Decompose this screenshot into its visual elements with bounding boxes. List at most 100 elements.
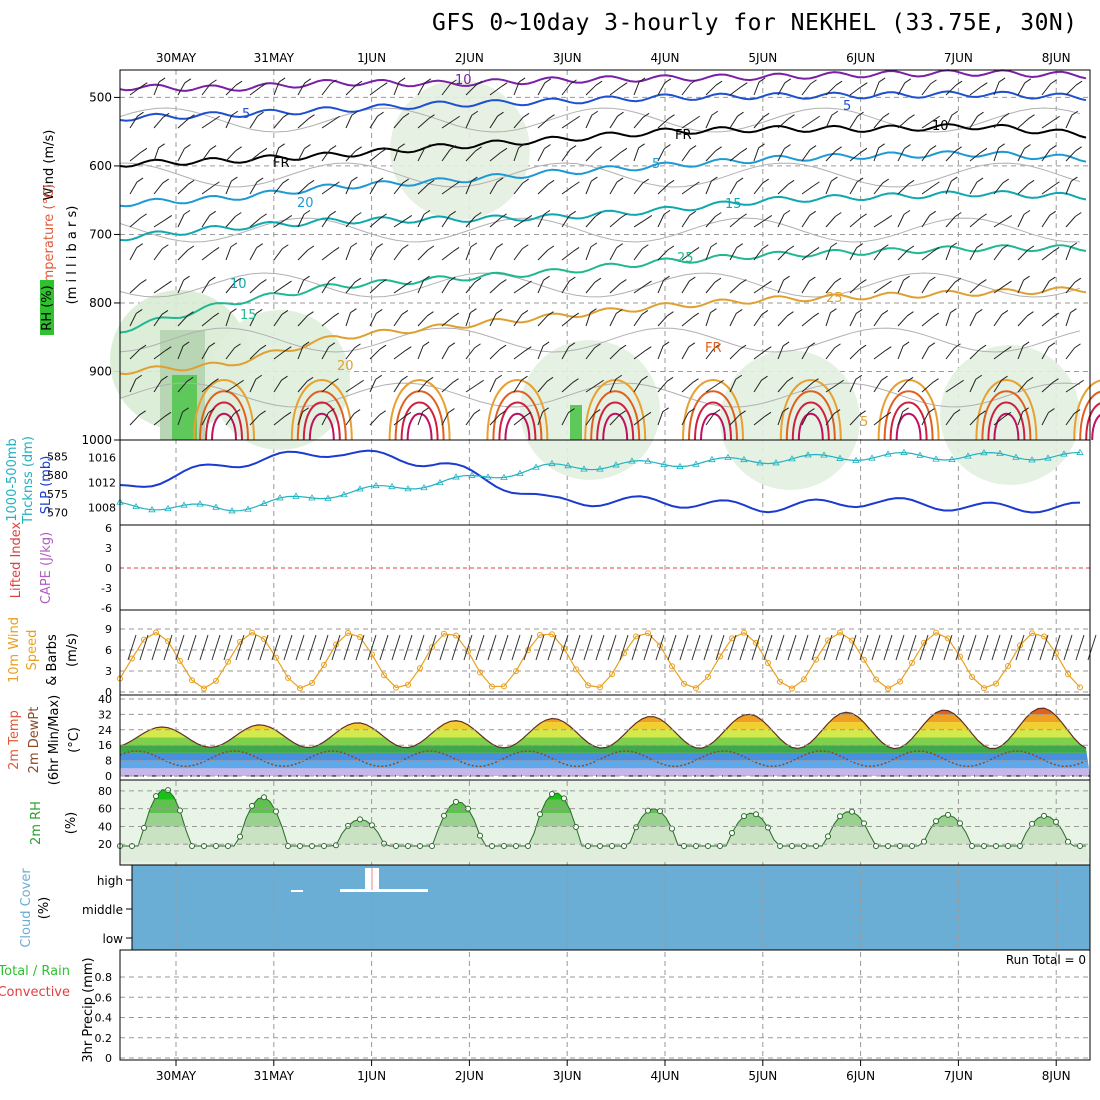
wind-barb bbox=[969, 151, 982, 162]
wind-barb bbox=[153, 379, 162, 393]
wind-barb-flag bbox=[136, 243, 143, 249]
isotherm--10 bbox=[119, 69, 1087, 92]
date-label-top: 3JUN bbox=[553, 51, 582, 65]
wind10-barbs bbox=[127, 634, 1097, 661]
wind-barb-flag bbox=[1077, 379, 1084, 385]
wind-barb bbox=[153, 284, 166, 294]
wind-barb-flag bbox=[784, 78, 792, 84]
precip-panel-frame bbox=[119, 949, 1091, 1061]
wind-barb bbox=[369, 151, 382, 162]
thickness-tick-label: 585 bbox=[47, 450, 68, 463]
wind-barb bbox=[729, 247, 738, 261]
wind-barb bbox=[585, 216, 596, 228]
wind-barb-flag bbox=[542, 341, 550, 347]
wind-barb bbox=[417, 82, 426, 96]
wind-barb-flag bbox=[908, 114, 915, 120]
wind-speed-marker bbox=[201, 685, 207, 692]
rh-marker bbox=[441, 812, 447, 819]
surface-temp-contours bbox=[193, 379, 1100, 441]
cloud-high-bar bbox=[291, 890, 303, 892]
wind-barb bbox=[585, 383, 598, 393]
wind-barb bbox=[897, 118, 909, 129]
wind-barb-flag bbox=[260, 279, 267, 284]
wind-barb bbox=[633, 379, 642, 393]
wind-barb-flag bbox=[591, 110, 599, 116]
wind-barb-flag bbox=[615, 309, 623, 314]
rh-marker bbox=[417, 843, 423, 849]
rh-marker bbox=[681, 843, 687, 849]
wind-barb-flag bbox=[667, 245, 675, 251]
wind-barb bbox=[873, 248, 883, 261]
date-label-top: 4JUN bbox=[651, 51, 680, 65]
wind-barb-flag bbox=[405, 280, 412, 286]
wind-barb-flag bbox=[234, 277, 242, 283]
wind-barb bbox=[1041, 149, 1051, 162]
date-label-top: 8JUN bbox=[1042, 51, 1071, 65]
wind-barb-flag bbox=[306, 376, 314, 382]
wind-barb-flag bbox=[689, 210, 696, 216]
wind-barb bbox=[249, 313, 257, 327]
wind-barb-flag bbox=[281, 375, 288, 381]
rh-marker bbox=[933, 818, 939, 825]
wind-barb bbox=[1041, 215, 1051, 228]
wind-barb-flag bbox=[950, 308, 957, 314]
wind-barb bbox=[705, 312, 711, 327]
wind-barb bbox=[897, 315, 908, 327]
wind-barb bbox=[825, 246, 832, 261]
wind10-barb bbox=[883, 634, 893, 661]
wind-barb-flag bbox=[500, 279, 507, 284]
diurnal-contour bbox=[987, 401, 1026, 441]
wind-barb-flag bbox=[834, 277, 842, 283]
wind-barb-flag bbox=[856, 177, 864, 183]
wind-barb-flag bbox=[928, 408, 935, 413]
wind-barb bbox=[225, 150, 236, 162]
wind-barb bbox=[153, 314, 163, 327]
wind-barb-flag bbox=[237, 379, 244, 385]
wind-barb-flag bbox=[1002, 112, 1010, 118]
wind-barb-flag bbox=[809, 210, 816, 216]
wind-barb-flag bbox=[164, 346, 172, 352]
wind-barb bbox=[513, 81, 520, 96]
wind-barb-flag bbox=[957, 379, 964, 385]
wind-barb-flag bbox=[739, 344, 747, 350]
wind-barb bbox=[969, 414, 980, 426]
wind10-barb bbox=[595, 634, 605, 661]
li-tick-label: 0 bbox=[105, 562, 112, 575]
wind-barb bbox=[369, 86, 382, 96]
rh-marker bbox=[597, 843, 603, 849]
wind-barb bbox=[753, 219, 767, 228]
rh-marker bbox=[909, 843, 915, 849]
wind-barb bbox=[873, 415, 886, 426]
rh-marker bbox=[981, 843, 987, 849]
thickness-marker bbox=[788, 455, 796, 462]
temp-band bbox=[120, 729, 1090, 738]
wind-speed-marker bbox=[489, 683, 495, 690]
wind-barb bbox=[753, 284, 766, 294]
rh-marker bbox=[237, 833, 243, 840]
wind-barb-flag bbox=[450, 79, 457, 85]
wind-speed-marker bbox=[981, 685, 987, 692]
wind-barb bbox=[681, 119, 694, 129]
wind-speed-marker bbox=[837, 629, 843, 636]
wind-barb bbox=[441, 149, 451, 162]
wind-barb-flag bbox=[259, 344, 267, 350]
diurnal-contour bbox=[302, 401, 341, 441]
wind-barb bbox=[345, 281, 356, 294]
thickness-marker bbox=[180, 501, 188, 508]
wind-barb bbox=[921, 382, 933, 393]
wind-barb bbox=[729, 414, 740, 426]
wind-barb-flag bbox=[1027, 245, 1035, 251]
wind-barb-flag bbox=[332, 378, 339, 384]
wind-barb bbox=[489, 86, 502, 96]
wind-barb bbox=[585, 180, 592, 195]
wind-barb-flag bbox=[929, 145, 937, 151]
wind-barb-flag bbox=[518, 77, 526, 83]
wind-barb-flag bbox=[525, 280, 532, 286]
wind-barb bbox=[969, 86, 982, 96]
temp-tick-label: 40 bbox=[98, 693, 112, 706]
wind-barb bbox=[777, 214, 785, 228]
wind-barb bbox=[849, 217, 861, 228]
wind-barb bbox=[561, 280, 570, 294]
wind-barb-flag bbox=[213, 181, 220, 187]
precip-tick-label: 0.2 bbox=[95, 1032, 113, 1045]
